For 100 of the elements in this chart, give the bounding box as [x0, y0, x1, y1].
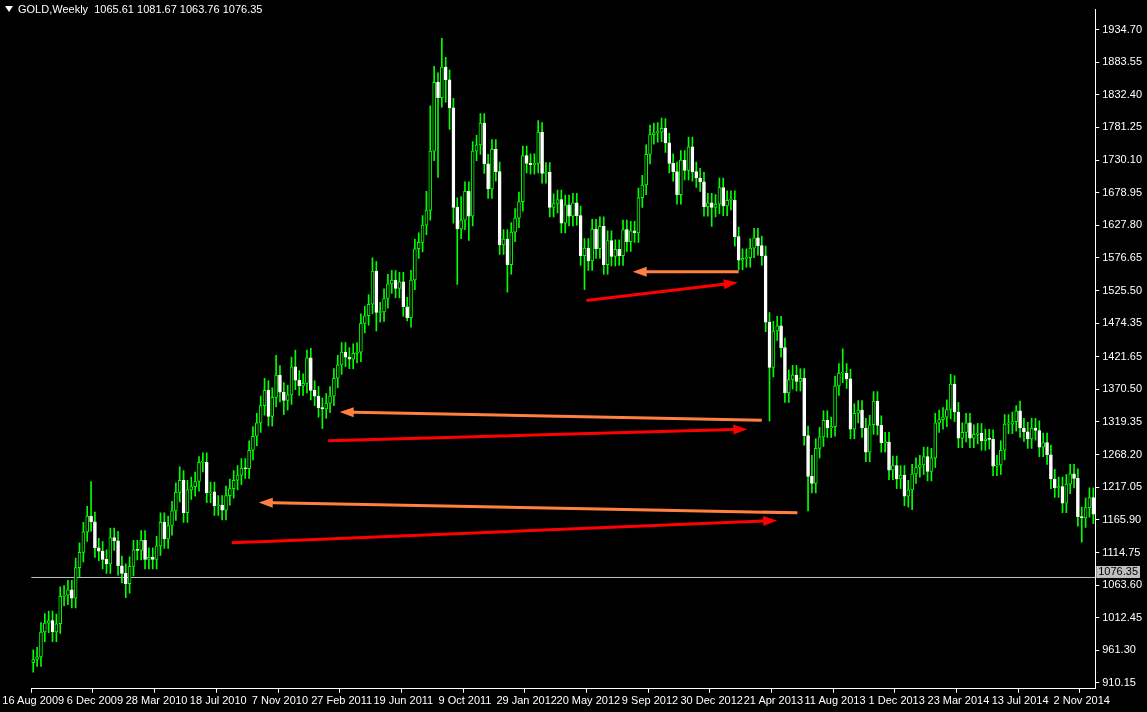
candlestick: [721, 177, 726, 216]
candlestick: [813, 438, 818, 494]
candlestick: [783, 337, 787, 403]
candlestick: [983, 428, 988, 451]
candlestick: [39, 622, 43, 667]
candlestick: [655, 122, 660, 143]
y-tick-label: 1012.45: [1102, 610, 1142, 623]
candlestick: [413, 238, 417, 290]
ref-line-label: 1076.35: [1098, 565, 1138, 577]
candlestick: [66, 580, 70, 605]
x-tick-label: 23 Mar 2014: [927, 694, 990, 707]
candlestick: [1022, 418, 1026, 442]
candlestick: [89, 481, 93, 532]
candlestick: [208, 481, 213, 503]
x-tick-label: 7 Nov 2010: [251, 694, 309, 707]
candlestick: [679, 150, 683, 205]
candlestick: [918, 455, 922, 478]
candlestick: [933, 412, 938, 468]
candlestick: [756, 228, 760, 256]
x-tick-label: 1 Dec 2013: [868, 694, 925, 707]
x-tick-label: 28 Mar 2010: [125, 694, 188, 707]
candlestick: [1006, 414, 1011, 435]
candlestick: [162, 512, 167, 549]
candlestick: [598, 216, 602, 259]
candlestick: [567, 194, 571, 227]
candlestick: [320, 397, 325, 429]
candlestick: [621, 219, 625, 266]
candlestick: [436, 72, 440, 178]
y-tick-label: 1730.10: [1102, 153, 1142, 166]
candlestick: [571, 192, 575, 227]
candlestick: [887, 432, 891, 480]
y-tick-label: 910.15: [1102, 676, 1136, 688]
candlestick: [891, 455, 895, 480]
candlestick: [590, 219, 595, 271]
candlestick: [251, 426, 255, 461]
candlestick: [216, 495, 221, 516]
candlestick: [143, 530, 147, 570]
y-tick-label: 1421.65: [1102, 349, 1142, 362]
candlestick: [921, 446, 926, 475]
candlestick: [837, 363, 841, 396]
candlestick: [725, 190, 729, 216]
candlestick: [675, 161, 679, 205]
x-tick-label: 27 Feb 2011: [311, 694, 373, 707]
y-tick-label: 1268.20: [1102, 447, 1142, 460]
y-tick-label: 1883.55: [1102, 55, 1142, 68]
candlestick: [305, 349, 309, 394]
candlestick: [744, 248, 749, 268]
y-tick-label: 1627.80: [1102, 218, 1142, 231]
candlestick: [594, 219, 598, 259]
x-tick-label: 9 Sep 2012: [621, 694, 679, 707]
candlestick: [166, 515, 170, 549]
candlestick: [628, 221, 633, 252]
candlestick: [864, 418, 868, 463]
candlestick: [752, 228, 756, 259]
candlestick: [779, 316, 783, 358]
x-tick-label: 20 May 2012: [556, 694, 621, 707]
x-tick-label: 13 Jul 2014: [991, 694, 1049, 707]
candlestick: [440, 37, 444, 108]
y-tick-label: 1781.25: [1102, 120, 1142, 133]
y-tick-label: 1678.95: [1102, 185, 1142, 198]
candlestick: [910, 463, 914, 510]
candlestick: [459, 196, 463, 239]
candlestick: [228, 478, 232, 506]
candlestick: [652, 122, 656, 145]
candlestick: [147, 547, 151, 570]
candlestick: [964, 412, 968, 443]
candlestick: [914, 457, 918, 484]
candlestick: [563, 194, 568, 234]
candlestick: [301, 373, 305, 396]
candlestick: [308, 347, 313, 401]
candlestick: [359, 313, 363, 362]
x-tick-label: 9 Oct 2011: [438, 694, 492, 707]
x-tick-label: 6 Dec 2009: [66, 694, 124, 707]
candlestick: [1049, 444, 1053, 489]
candlestick: [709, 192, 714, 227]
x-tick-label: 21 Apr 2013: [743, 694, 804, 707]
x-tick-label: 30 Dec 2012: [680, 694, 743, 707]
candlestick: [278, 365, 282, 403]
candlestick: [35, 647, 39, 667]
y-tick-label: 1576.65: [1102, 250, 1142, 263]
candlestick: [220, 495, 224, 521]
candlestick: [601, 216, 606, 275]
x-tick-label: 29 Jan 2012: [496, 694, 557, 707]
chart-title: GOLD,Weekly 1065.61 1081.67 1063.76 1076.35: [18, 2, 263, 15]
candlestick: [706, 192, 710, 217]
x-tick-label: 16 Aug 2009: [2, 694, 65, 707]
x-tick-label: 19 Jun 2011: [373, 694, 434, 707]
candlestick: [150, 547, 155, 570]
y-tick-label: 1934.70: [1102, 22, 1142, 35]
candlestick: [197, 456, 201, 492]
candlestick: [786, 369, 791, 403]
x-tick-label: 2 Nov 2014: [1053, 694, 1110, 707]
candlestick: [224, 485, 228, 521]
candlestick: [852, 403, 857, 440]
candlestick: [702, 171, 706, 217]
candlestick: [297, 370, 302, 396]
candlestick: [894, 455, 899, 489]
candlestick: [170, 500, 174, 536]
candlestick: [617, 239, 621, 266]
candlestick: [860, 400, 864, 438]
